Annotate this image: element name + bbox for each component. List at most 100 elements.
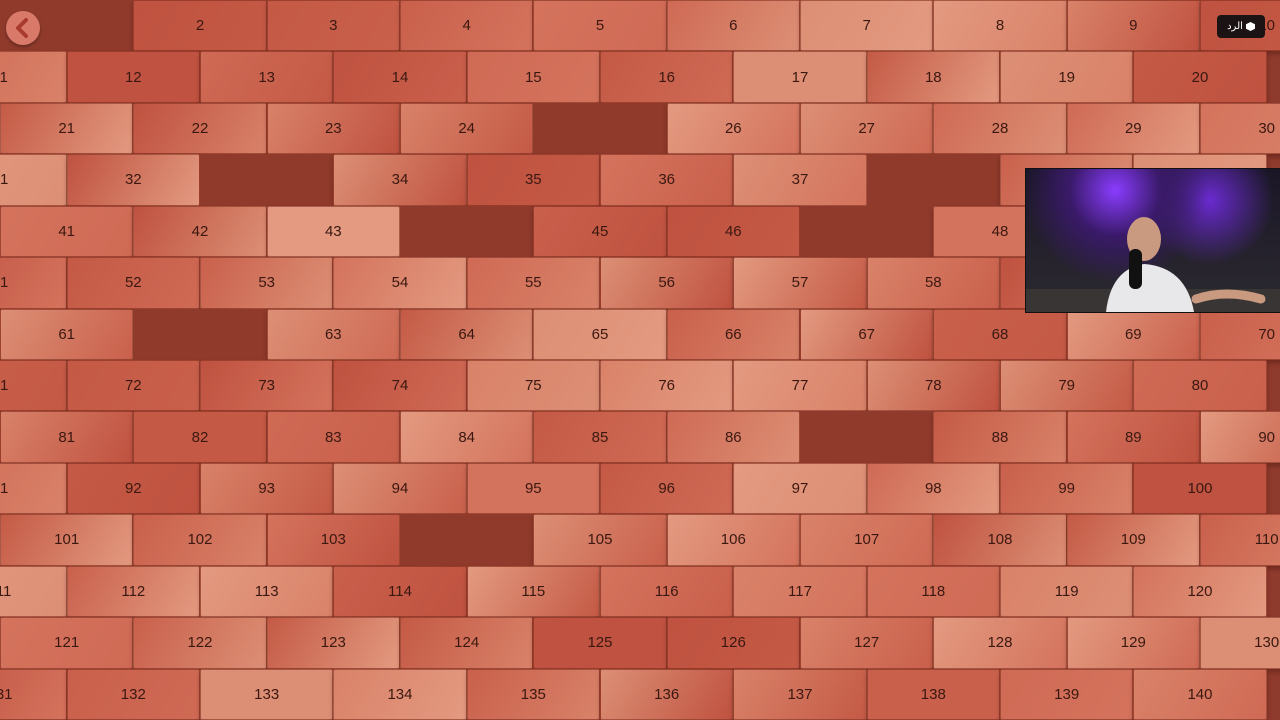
brick: 108 [933, 514, 1067, 566]
brick: 69 [1066, 308, 1200, 360]
brick: 11 [0, 51, 67, 103]
brick: 97 [733, 462, 867, 515]
brick: 66 [666, 308, 800, 360]
brick: 41 [0, 205, 134, 258]
brick: 89 [1066, 411, 1200, 463]
brick: 91 [0, 462, 67, 515]
empty-slot [400, 205, 534, 258]
brick: 20 [1133, 51, 1267, 103]
brick: 135 [466, 668, 600, 720]
brick: 111 [0, 565, 67, 618]
brick: 95 [466, 462, 600, 515]
brick: 36 [600, 154, 734, 206]
brick: 28 [933, 102, 1067, 155]
brick: 3 [266, 0, 400, 52]
brick: 99 [1000, 462, 1134, 515]
webcam-overlay [1025, 168, 1280, 313]
brick: 84 [400, 411, 534, 463]
brick: 14 [333, 51, 467, 103]
brick: 139 [1000, 668, 1134, 720]
brick: 86 [666, 411, 800, 463]
brick: 80 [1133, 360, 1267, 412]
brick: 78 [866, 360, 1000, 412]
brick: 85 [533, 411, 667, 463]
brick: 51 [0, 257, 67, 309]
brick: 126 [666, 617, 800, 669]
brick: 124 [400, 617, 534, 669]
brick: 137 [733, 668, 867, 720]
brick: 98 [866, 462, 1000, 515]
brick: 19 [1000, 51, 1134, 103]
brick: 128 [933, 617, 1067, 669]
brick: 107 [800, 514, 934, 566]
brick: 67 [800, 308, 934, 360]
brick: 131 [0, 668, 67, 720]
back-button[interactable] [6, 11, 40, 45]
brick: 90 [1200, 411, 1280, 463]
brick: 58 [866, 257, 1000, 309]
brick: 64 [400, 308, 534, 360]
brick: 26 [666, 102, 800, 155]
brick: 46 [666, 205, 800, 258]
brick: 121 [0, 617, 134, 669]
streamer-figure [1026, 217, 1280, 312]
brick: 116 [600, 565, 734, 618]
brick: 88 [933, 411, 1067, 463]
brick: 45 [533, 205, 667, 258]
brick: 133 [200, 668, 334, 720]
brick: 74 [333, 360, 467, 412]
brick: 115 [466, 565, 600, 618]
brick: 42 [133, 205, 267, 258]
brick: 61 [0, 308, 134, 360]
brick: 7 [800, 0, 934, 52]
brick: 76 [600, 360, 734, 412]
brick: 9 [1066, 0, 1200, 52]
brick: 29 [1066, 102, 1200, 155]
brick: 16 [600, 51, 734, 103]
brick: 30 [1200, 102, 1280, 155]
brick: 54 [333, 257, 467, 309]
brick: 77 [733, 360, 867, 412]
empty-slot [800, 205, 934, 258]
brick: 81 [0, 411, 134, 463]
brick: 73 [200, 360, 334, 412]
brick: 2 [133, 0, 267, 52]
brick: 83 [266, 411, 400, 463]
brick: 93 [200, 462, 334, 515]
brick: 27 [800, 102, 934, 155]
brick: 72 [66, 360, 200, 412]
brick: 119 [1000, 565, 1134, 618]
brick: 122 [133, 617, 267, 669]
brick: 18 [866, 51, 1000, 103]
brick: 32 [66, 154, 200, 206]
brick: 112 [66, 565, 200, 618]
empty-slot [400, 514, 534, 566]
empty-slot [200, 154, 334, 206]
brick: 127 [800, 617, 934, 669]
reply-button[interactable]: الرد [1217, 15, 1265, 38]
brick: 100 [1133, 462, 1267, 515]
brick: 79 [1000, 360, 1134, 412]
brick: 101 [0, 514, 134, 566]
brick: 65 [533, 308, 667, 360]
brick: 56 [600, 257, 734, 309]
brick: 53 [200, 257, 334, 309]
brick: 23 [266, 102, 400, 155]
reply-label: الرد [1227, 21, 1243, 32]
empty-slot [866, 154, 1000, 206]
brick: 71 [0, 360, 67, 412]
brick: 114 [333, 565, 467, 618]
brick: 134 [333, 668, 467, 720]
brick: 118 [866, 565, 1000, 618]
brick: 35 [466, 154, 600, 206]
empty-slot [533, 102, 667, 155]
brick: 57 [733, 257, 867, 309]
brick: 132 [66, 668, 200, 720]
brick: 75 [466, 360, 600, 412]
brick: 117 [733, 565, 867, 618]
empty-slot [800, 411, 934, 463]
brick: 31 [0, 154, 67, 206]
brick: 4 [400, 0, 534, 52]
brick: 129 [1066, 617, 1200, 669]
